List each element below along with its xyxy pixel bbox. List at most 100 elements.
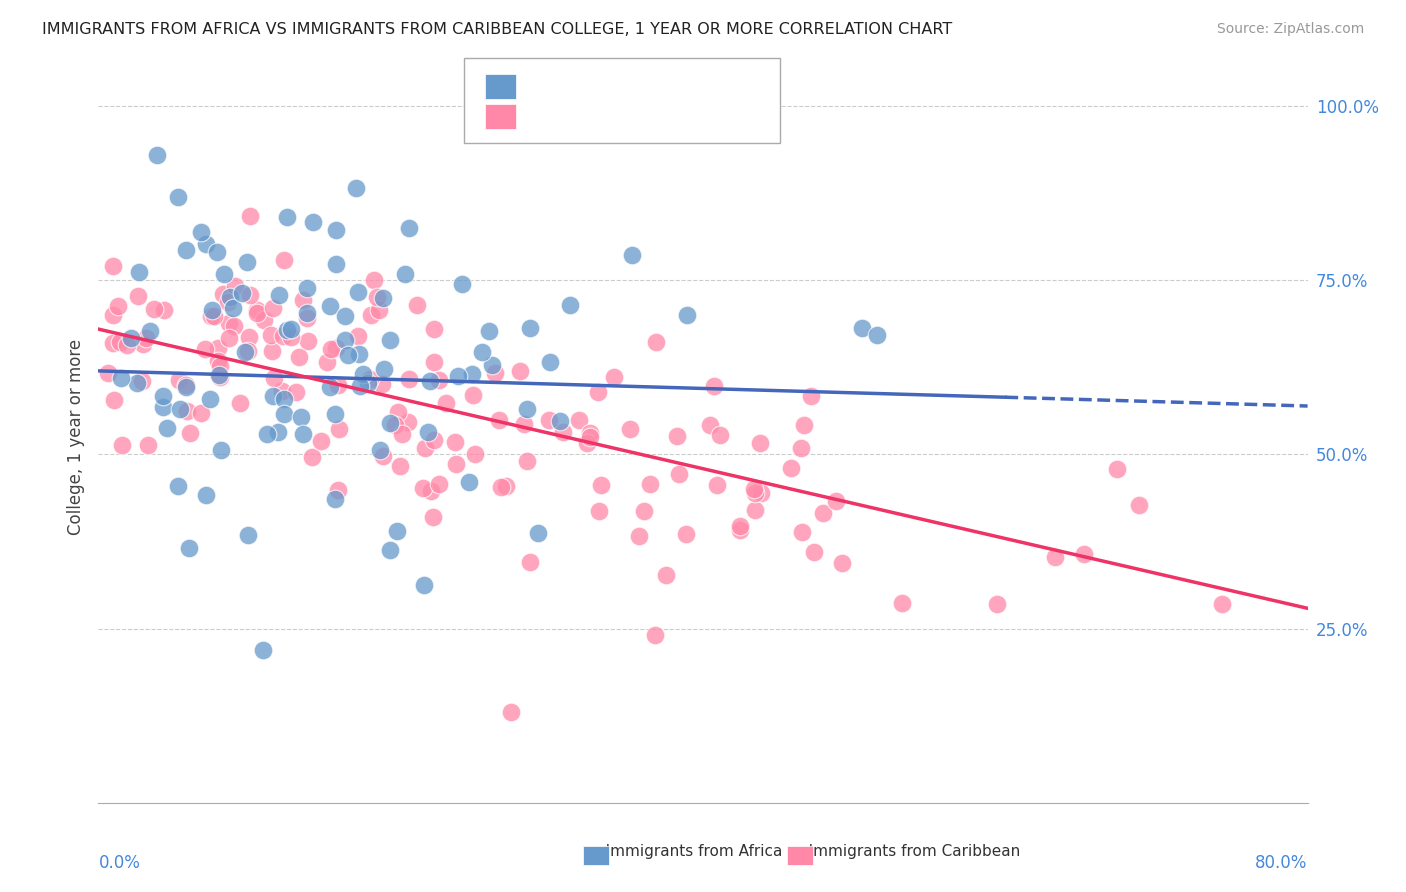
Point	[488, 413, 510, 427]
Point	[800, 389, 823, 403]
Point	[481, 359, 503, 373]
Point	[548, 414, 571, 428]
Point	[363, 273, 385, 287]
Point	[211, 287, 233, 301]
Point	[655, 568, 678, 582]
Point	[603, 370, 626, 384]
Point	[1043, 549, 1066, 564]
Point	[217, 295, 239, 310]
Point	[262, 301, 284, 316]
Point	[295, 281, 318, 295]
Text: 0.0%: 0.0%	[98, 854, 141, 872]
Point	[174, 243, 197, 257]
Point	[260, 328, 283, 343]
Point	[865, 328, 887, 343]
Point	[675, 527, 697, 541]
Point	[239, 287, 262, 301]
Point	[1128, 499, 1150, 513]
Point	[519, 320, 541, 334]
Point	[239, 209, 262, 223]
Text: R =: R =	[530, 73, 564, 87]
Point	[297, 334, 319, 348]
Point	[179, 425, 201, 440]
Point	[219, 290, 242, 304]
Point	[260, 344, 283, 359]
Point	[208, 368, 231, 382]
Point	[538, 413, 561, 427]
Point	[245, 302, 267, 317]
Point	[359, 372, 381, 386]
Point	[209, 442, 232, 457]
Point	[811, 506, 834, 520]
Text: 148: 148	[678, 103, 710, 118]
Point	[198, 392, 221, 407]
Point	[169, 373, 191, 387]
Point	[709, 428, 731, 442]
Point	[387, 405, 409, 419]
Point	[446, 368, 468, 383]
Point	[638, 476, 661, 491]
Point	[152, 389, 174, 403]
Point	[233, 345, 256, 359]
Point	[256, 427, 278, 442]
Point	[263, 370, 285, 384]
Point	[128, 265, 150, 279]
Point	[394, 267, 416, 281]
Point	[703, 379, 725, 393]
Point	[509, 364, 531, 378]
Point	[349, 378, 371, 392]
Point	[302, 214, 325, 228]
Point	[744, 503, 766, 517]
Point	[301, 450, 323, 464]
Point	[451, 277, 474, 292]
Point	[131, 374, 153, 388]
Point	[325, 223, 347, 237]
Point	[558, 298, 581, 312]
Point	[579, 430, 602, 444]
Point	[132, 337, 155, 351]
Point	[111, 438, 134, 452]
Point	[319, 380, 342, 394]
Point	[202, 309, 225, 323]
Point	[1073, 547, 1095, 561]
Point	[463, 388, 485, 402]
Point	[793, 418, 815, 433]
Point	[699, 418, 721, 433]
Point	[176, 403, 198, 417]
Point	[419, 484, 441, 499]
Point	[501, 705, 523, 719]
Point	[748, 435, 770, 450]
Point	[280, 322, 302, 336]
Text: Immigrants from Caribbean: Immigrants from Caribbean	[794, 845, 1021, 859]
Point	[347, 328, 370, 343]
Point	[588, 504, 610, 518]
Point	[444, 434, 467, 449]
Point	[273, 392, 295, 406]
Point	[326, 483, 349, 497]
Y-axis label: College, 1 year or more: College, 1 year or more	[66, 339, 84, 535]
Point	[357, 376, 380, 390]
Point	[384, 418, 406, 433]
Point	[412, 578, 434, 592]
Point	[538, 355, 561, 369]
Point	[335, 309, 357, 323]
Point	[627, 529, 650, 543]
Point	[434, 395, 457, 409]
Point	[284, 384, 307, 399]
Point	[336, 348, 359, 362]
Point	[271, 384, 294, 398]
Point	[238, 343, 260, 358]
Point	[742, 483, 765, 497]
Point	[103, 392, 125, 407]
Point	[222, 318, 245, 333]
Point	[495, 478, 517, 492]
Point	[478, 324, 501, 338]
Point	[589, 477, 612, 491]
Point	[586, 385, 609, 400]
Point	[108, 334, 131, 349]
Point	[620, 248, 643, 262]
Point	[107, 299, 129, 313]
Point	[125, 376, 148, 390]
Point	[235, 254, 257, 268]
Point	[446, 457, 468, 471]
